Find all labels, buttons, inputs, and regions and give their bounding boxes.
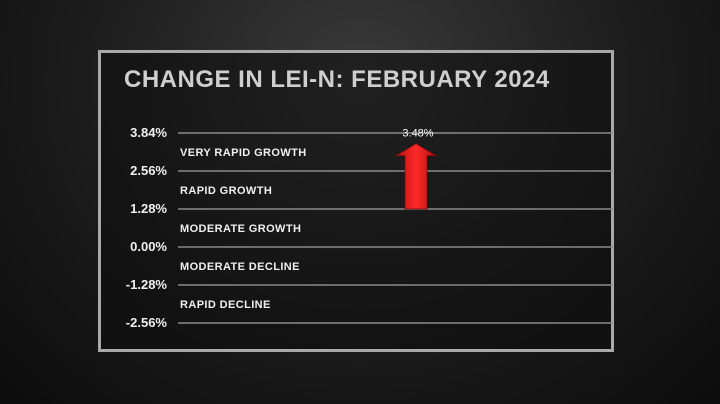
y-tick-label: -2.56% — [126, 315, 168, 330]
zone-label: VERY RAPID GROWTH — [180, 147, 307, 159]
y-tick-label: -1.28% — [126, 277, 168, 292]
data-label: 3.48% — [402, 128, 433, 140]
zone-label: MODERATE DECLINE — [180, 261, 300, 273]
zone-label: MODERATE GROWTH — [180, 223, 301, 235]
value-arrow — [394, 143, 438, 210]
chart-panel — [98, 50, 614, 352]
y-tick-label: 0.00% — [130, 239, 167, 254]
chart-title: CHANGE IN LEI-N: FEBRUARY 2024 — [124, 66, 550, 93]
y-tick-label: 1.28% — [130, 201, 167, 216]
zone-label: RAPID GROWTH — [180, 185, 272, 197]
zone-label: RAPID DECLINE — [180, 299, 271, 311]
y-tick-label: 3.84% — [130, 125, 167, 140]
y-tick-label: 2.56% — [130, 163, 167, 178]
